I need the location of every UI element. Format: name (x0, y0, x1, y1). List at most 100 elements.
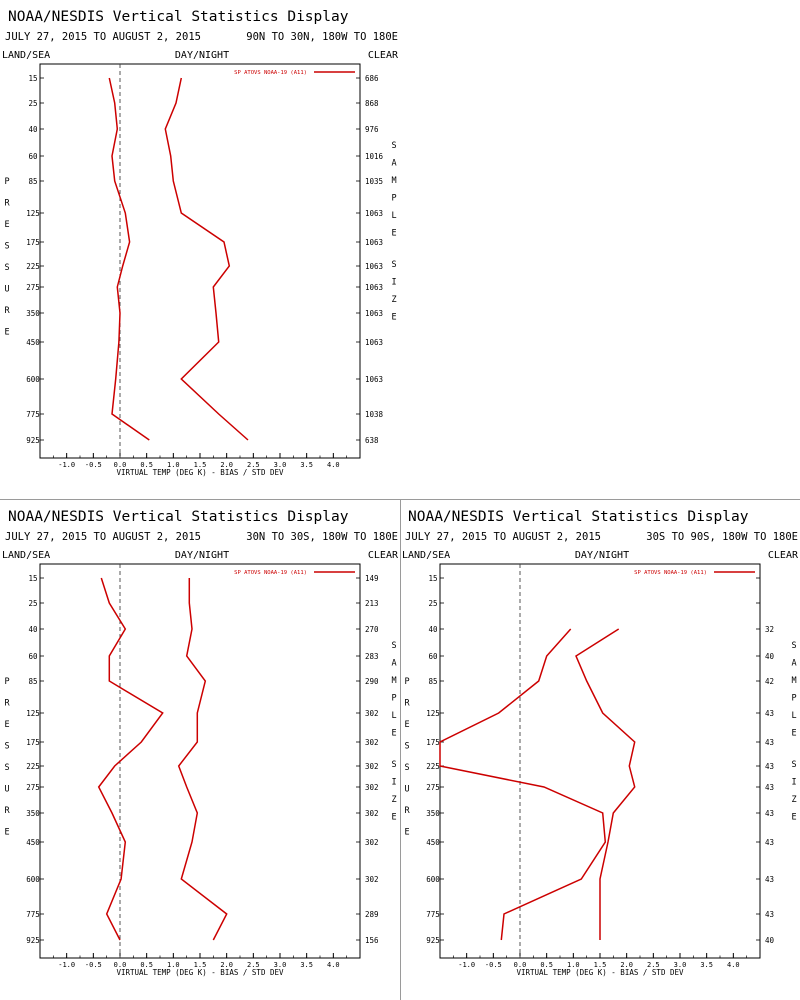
day-night-label: DAY/NIGHT (175, 550, 229, 561)
sample-size-axis-letter: E (391, 229, 396, 239)
pressure-axis-letter: S (4, 742, 9, 752)
x-tick-label: 4.0 (327, 461, 340, 469)
sample-size-axis-letter: I (391, 778, 396, 788)
sample-size-axis-letter: A (791, 659, 796, 669)
sample-size-axis-letter: Z (791, 795, 796, 805)
sample-size-label: 1016 (365, 152, 384, 161)
pressure-label: 40 (28, 125, 38, 134)
x-tick-label: 1.0 (167, 461, 180, 469)
x-tick-label: 0.0 (114, 961, 127, 969)
chart-svg-nh: NOAA/NESDIS Vertical Statistics Display J… (2, 9, 399, 477)
sample-size-label: 270 (365, 625, 379, 634)
pressure-axis-letter: S (4, 263, 9, 273)
x-tick-label: 2.0 (620, 961, 633, 969)
pressure-axis-letter: P (4, 677, 9, 687)
sample-size-axis-letter: A (391, 159, 396, 169)
date-range: JULY 27, 2015 TO AUGUST 2, 2015 (5, 531, 201, 543)
x-tick-label: 0.5 (540, 961, 553, 969)
sample-size-axis-letter: S (391, 641, 396, 651)
pressure-label: 125 (426, 709, 440, 718)
pressure-label: 275 (426, 783, 440, 792)
sample-size-label: 43 (765, 709, 774, 718)
pressure-axis-letter: E (4, 328, 9, 338)
sample-size-axis-letter: P (391, 694, 396, 704)
sample-size-label: 149 (365, 574, 379, 583)
sample-size-label: 302 (365, 783, 379, 792)
series-line-bias (108, 77, 150, 441)
sample-size-axis-letter: P (791, 694, 796, 704)
series-line-bias (439, 628, 607, 941)
sample-size-axis-letter: E (391, 313, 396, 323)
pressure-label: 225 (26, 762, 40, 771)
pressure-label: 125 (26, 209, 40, 218)
sample-size-label: 302 (365, 875, 379, 884)
pressure-label: 775 (26, 410, 40, 419)
date-range: JULY 27, 2015 TO AUGUST 2, 2015 (5, 31, 201, 43)
series-line-std_dev (164, 77, 249, 441)
x-tick-label: 1.5 (594, 961, 607, 969)
sample-size-label: 302 (365, 709, 379, 718)
pressure-label: 60 (28, 652, 38, 661)
clear-label: CLEAR (368, 550, 399, 561)
x-tick-label: 2.5 (247, 961, 260, 969)
sample-size-label: 302 (365, 838, 379, 847)
sample-size-label: 1063 (365, 283, 383, 292)
pressure-label: 15 (428, 574, 437, 583)
x-tick-label: 2.0 (220, 961, 233, 969)
pressure-label: 450 (26, 338, 40, 347)
sample-size-label: 1063 (365, 338, 383, 347)
sample-size-label: 42 (765, 677, 774, 686)
pressure-label: 275 (26, 283, 40, 292)
pressure-label: 450 (26, 838, 40, 847)
plot-frame (39, 63, 361, 459)
chart-svg-tropics: NOAA/NESDIS Vertical Statistics Display J… (2, 509, 399, 977)
sample-size-label: 43 (765, 838, 774, 847)
x-tick-label: 3.0 (274, 461, 287, 469)
pressure-axis-letter: S (4, 763, 9, 773)
sample-size-label: 43 (765, 875, 774, 884)
pressure-label: 40 (428, 625, 438, 634)
sample-size-label: 1063 (365, 375, 383, 384)
x-tick-label: 1.5 (194, 461, 207, 469)
pressure-label: 225 (26, 262, 40, 271)
pressure-label: 25 (28, 99, 37, 108)
sample-size-label: 302 (365, 762, 379, 771)
pressure-label: 60 (28, 152, 38, 161)
pressure-label: 175 (426, 738, 440, 747)
pressure-label: 15 (28, 74, 37, 83)
sample-size-label: 1063 (365, 238, 383, 247)
sample-size-axis-letter: I (391, 278, 396, 288)
x-tick-label: 1.0 (567, 961, 580, 969)
x-tick-label: -1.0 (58, 961, 75, 969)
sample-size-label: 213 (365, 599, 379, 608)
pressure-axis-letter: E (404, 720, 409, 730)
pressure-label: 450 (426, 838, 440, 847)
sample-size-axis-letter: S (391, 260, 396, 270)
x-tick-label: 0.0 (114, 461, 127, 469)
sample-size-axis-letter: L (391, 211, 396, 221)
chart-title: NOAA/NESDIS Vertical Statistics Display (8, 9, 349, 25)
pressure-label: 225 (426, 762, 440, 771)
pressure-label: 85 (28, 677, 37, 686)
chart-svg-sh: NOAA/NESDIS Vertical Statistics Display J… (402, 509, 799, 977)
chart-title: NOAA/NESDIS Vertical Statistics Display (408, 509, 749, 525)
pressure-axis-letter: R (404, 699, 410, 709)
pressure-label: 15 (28, 574, 37, 583)
sample-size-axis-letter: E (391, 729, 396, 739)
pressure-label: 25 (28, 599, 37, 608)
land-sea-label: LAND/SEA (402, 550, 450, 561)
chart-panel-tropics: NOAA/NESDIS Vertical Statistics Display J… (0, 500, 400, 1000)
sample-size-label: 43 (765, 738, 774, 747)
pressure-label: 25 (428, 599, 437, 608)
pressure-axis-letter: R (404, 806, 410, 816)
pressure-label: 60 (428, 652, 438, 661)
pressure-axis-letter: E (4, 828, 9, 838)
sample-size-axis-letter: P (391, 194, 396, 204)
sample-size-axis-letter: A (391, 659, 396, 669)
day-night-label: DAY/NIGHT (575, 550, 629, 561)
sample-size-axis-letter: E (791, 813, 796, 823)
pressure-axis-letter: P (4, 177, 9, 187)
pressure-label: 775 (26, 910, 40, 919)
pressure-axis-letter: E (4, 220, 9, 230)
x-tick-label: 3.5 (700, 961, 713, 969)
